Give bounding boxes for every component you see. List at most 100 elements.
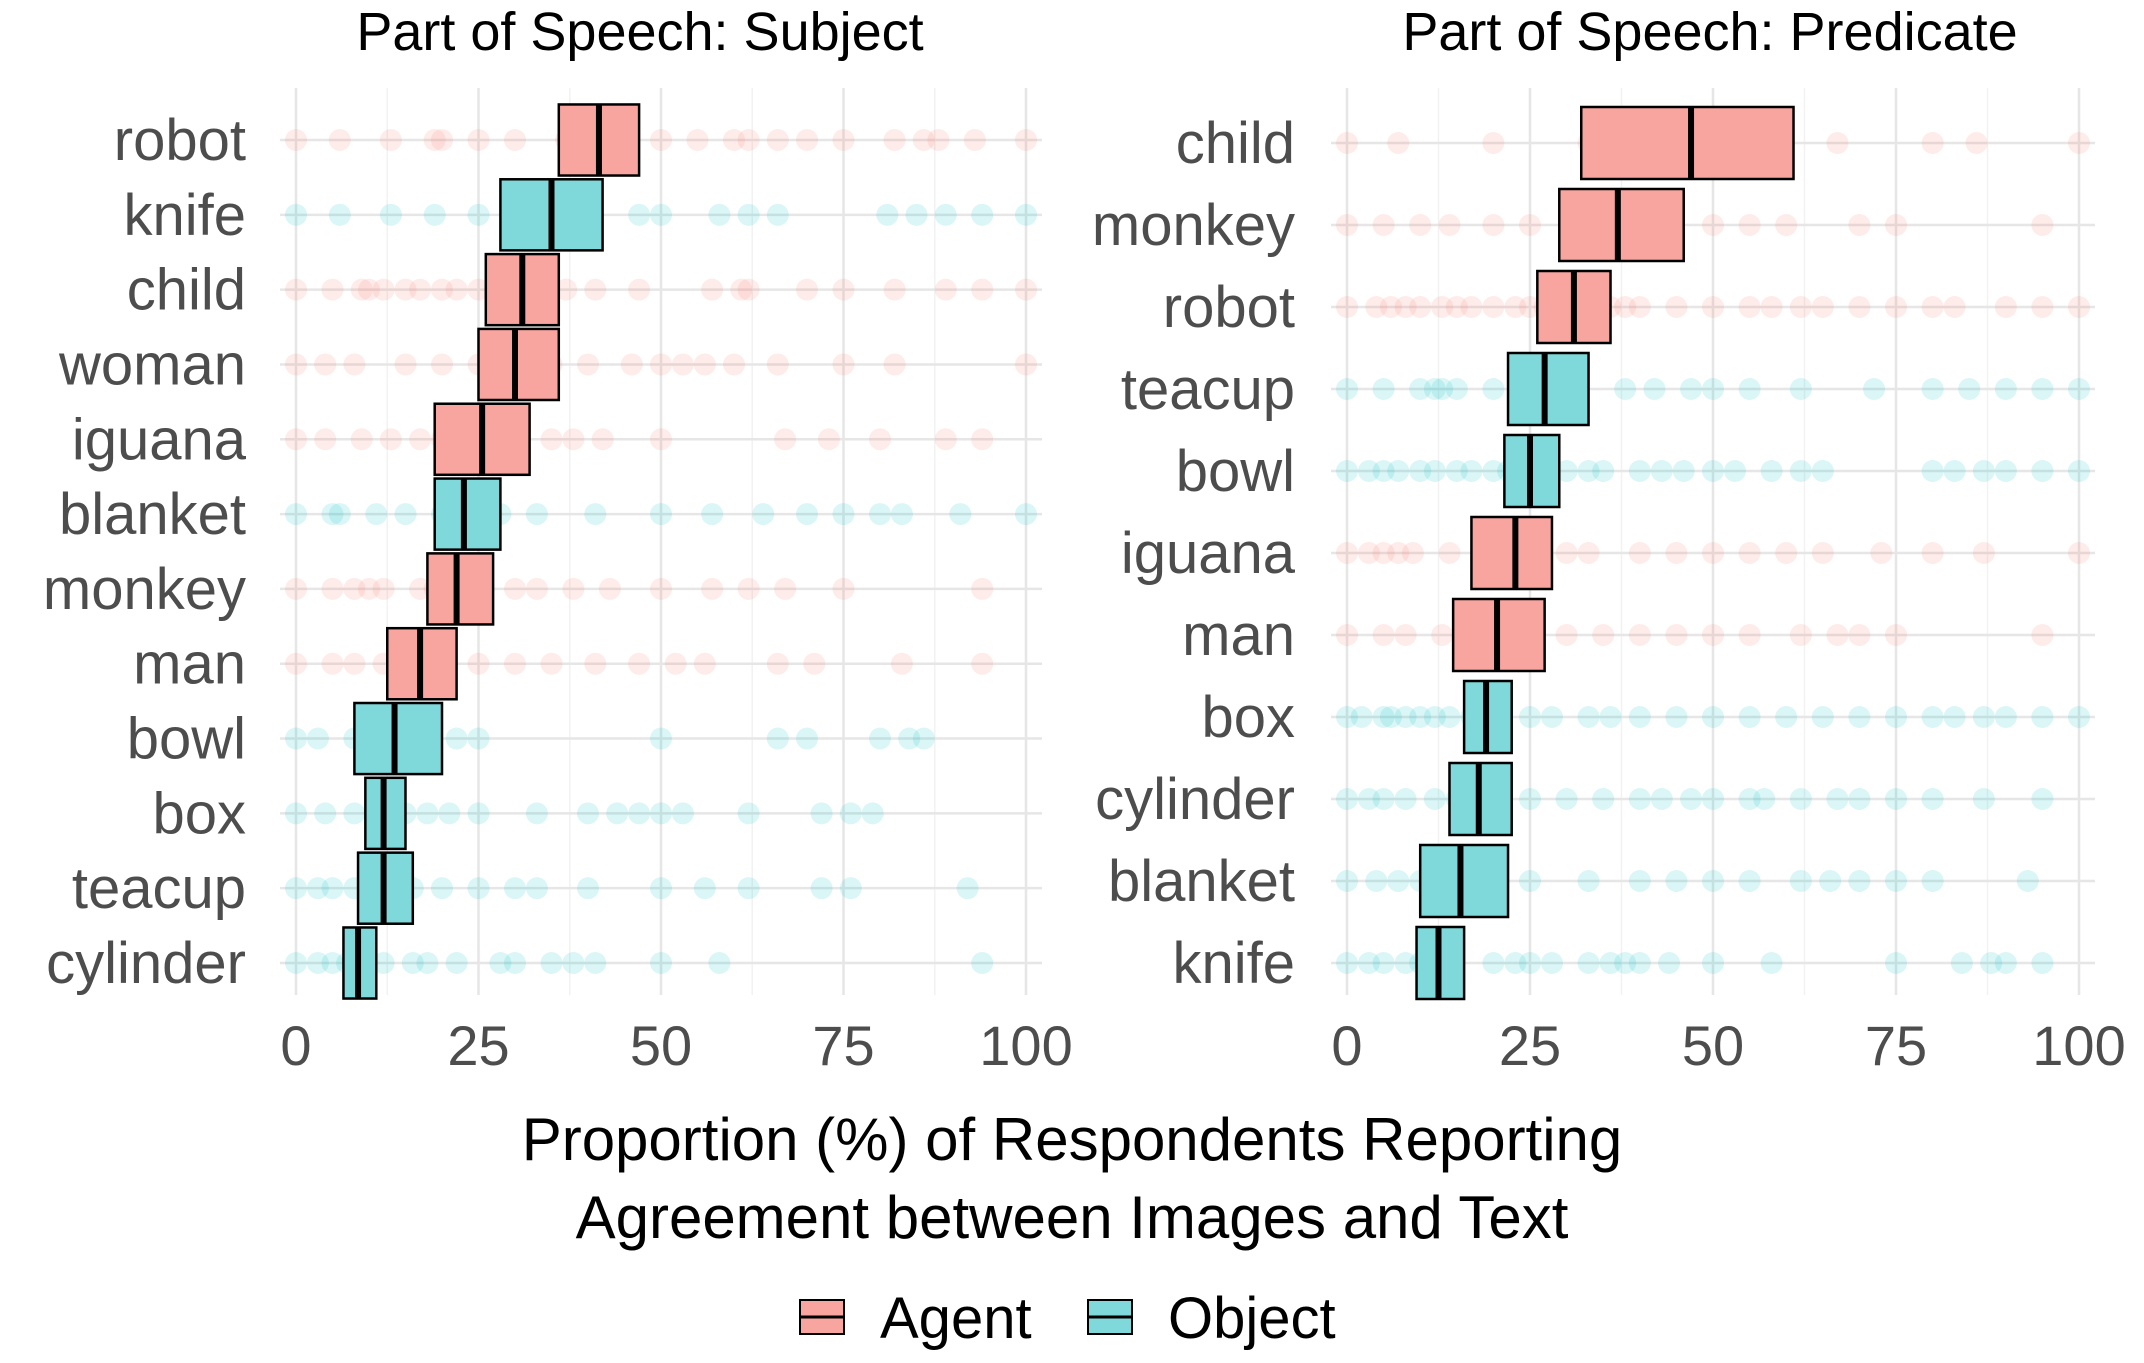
y-tick-label-man: man [133, 632, 246, 697]
y-tick-label-cylinder: cylinder [1095, 767, 1295, 832]
data-point-cylinder [1519, 788, 1541, 810]
data-point-blanket [832, 503, 855, 526]
data-point-robot [766, 129, 789, 151]
data-point-cylinder [1702, 788, 1724, 810]
data-point-blanket [1365, 870, 1388, 892]
data-point-child [431, 278, 453, 301]
data-point-knife [423, 203, 446, 226]
data-point-blanket [285, 503, 307, 526]
y-tick-label-child: child [1176, 111, 1295, 176]
data-point-man [971, 652, 994, 675]
data-point-iguana [1870, 542, 1893, 564]
data-point-monkey [1438, 214, 1461, 236]
data-point-bowl [898, 727, 921, 750]
data-point-man [504, 652, 526, 675]
data-point-bowl [1789, 460, 1812, 482]
data-point-iguana [379, 428, 402, 451]
x-tick-label: 25 [1499, 1014, 1561, 1077]
data-point-blanket [1519, 870, 1541, 892]
box-teacup [1506, 351, 1590, 427]
data-point-man [1628, 624, 1651, 646]
data-point-box [1738, 706, 1761, 728]
data-point-cylinder [1753, 788, 1776, 810]
data-point-iguana [1357, 542, 1380, 564]
data-point-cylinder [504, 952, 526, 974]
data-point-robot [1015, 129, 1037, 151]
y-tick-label-knife: knife [1172, 931, 1295, 996]
x-tick-label: 50 [1682, 1014, 1744, 1077]
data-point-man [467, 652, 490, 675]
data-point-man [664, 652, 687, 675]
data-point-bowl [1723, 460, 1746, 482]
data-point-child [409, 278, 432, 301]
x-tick-label: 100 [979, 1014, 1072, 1077]
y-tick-label-blanket: blanket [1108, 849, 1295, 914]
data-point-monkey [650, 577, 672, 600]
data-point-cylinder [1555, 788, 1578, 810]
data-point-blanket [650, 503, 672, 526]
data-point-bowl [1628, 460, 1651, 482]
data-point-robot [1460, 296, 1483, 318]
data-point-teacup [1680, 378, 1703, 400]
data-point-knife [379, 203, 402, 226]
data-point-woman [314, 353, 337, 376]
data-point-robot [1409, 296, 1432, 318]
data-point-knife [708, 203, 731, 226]
data-point-child [394, 278, 417, 301]
data-point-man [1665, 624, 1688, 646]
data-point-teacup [2031, 378, 2054, 400]
data-point-iguana [562, 428, 585, 451]
data-point-bowl [1423, 460, 1446, 482]
data-point-bowl [1672, 460, 1695, 482]
data-point-cylinder [1372, 788, 1395, 810]
y-tick-label-man: man [1182, 603, 1295, 668]
data-point-child [1482, 132, 1505, 154]
data-point-box [2068, 706, 2090, 728]
data-point-cylinder [1423, 788, 1446, 810]
data-point-blanket [1628, 870, 1651, 892]
data-point-bowl [1387, 460, 1410, 482]
data-point-iguana [314, 428, 337, 451]
data-point-teacup [525, 877, 548, 900]
data-point-man [1702, 624, 1724, 646]
data-point-knife [1357, 952, 1380, 974]
data-point-bowl [912, 727, 935, 750]
data-point-woman [766, 353, 789, 376]
data-point-box [1519, 706, 1541, 728]
data-point-robot [1336, 296, 1358, 318]
data-point-woman [1015, 353, 1037, 376]
data-point-bowl [1409, 460, 1432, 482]
data-point-cylinder [562, 952, 585, 974]
data-point-knife [1599, 952, 1622, 974]
data-point-teacup [2068, 378, 2090, 400]
data-point-box [1372, 706, 1395, 728]
panel-title-predicate: Part of Speech: Predicate [1402, 2, 2017, 62]
data-point-bowl [1994, 460, 2017, 482]
data-point-box [810, 802, 833, 825]
data-point-cylinder [1680, 788, 1703, 810]
data-point-iguana [1336, 542, 1358, 564]
data-point-monkey [1519, 214, 1541, 236]
data-point-blanket [394, 503, 417, 526]
data-point-robot [796, 129, 818, 151]
data-point-teacup [285, 877, 307, 900]
data-point-teacup [1994, 378, 2017, 400]
data-point-iguana [1401, 542, 1424, 564]
data-point-box [1599, 706, 1622, 728]
data-point-bowl [1555, 460, 1578, 482]
data-point-monkey [1848, 214, 1871, 236]
data-point-bowl [2031, 460, 2054, 482]
data-point-box [285, 802, 307, 825]
data-point-teacup [1738, 378, 1761, 400]
data-point-teacup [1336, 378, 1358, 400]
data-point-child [358, 278, 380, 301]
data-point-child [467, 278, 490, 301]
data-point-box [1811, 706, 1834, 728]
data-point-knife [876, 203, 899, 226]
y-tick-label-teacup: teacup [1121, 357, 1295, 422]
data-point-teacup [693, 877, 716, 900]
data-point-blanket [1336, 870, 1358, 892]
data-point-box [1943, 706, 1966, 728]
data-point-box [577, 802, 599, 825]
